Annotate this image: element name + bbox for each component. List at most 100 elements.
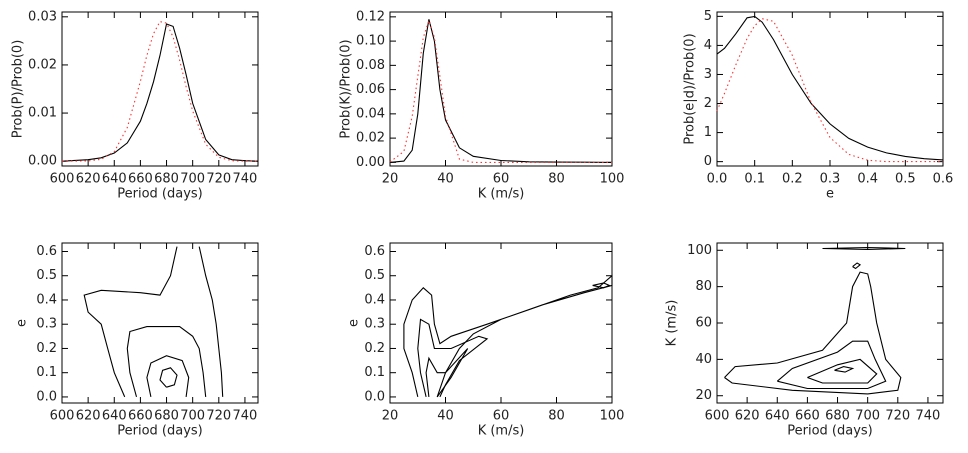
y-tick-label: 0.00	[28, 154, 57, 169]
x-tick-label: 0.2	[782, 172, 803, 187]
x-tick-label: 0.6	[933, 172, 954, 187]
y-tick-label: 5	[704, 9, 712, 24]
x-tick-label: 80	[548, 409, 565, 424]
x-tick-label: 80	[548, 172, 565, 187]
x-tick-label: 720	[885, 409, 910, 424]
x-tick-label: 640	[102, 172, 127, 187]
x-axis-label: Period (days)	[117, 187, 203, 202]
x-tick-label: 740	[916, 409, 941, 424]
curve	[389, 19, 613, 163]
x-tick-label: 720	[206, 409, 231, 424]
x-tick-label: 740	[233, 409, 258, 424]
y-tick-label: 0.12	[356, 9, 385, 24]
y-tick-label: 0.1	[36, 365, 57, 380]
x-tick-label: 0.3	[820, 172, 841, 187]
x-tick-label: 620	[735, 409, 760, 424]
x-tick-label: 40	[437, 409, 454, 424]
y-tick-label: 0.4	[36, 292, 57, 307]
plot-frame	[389, 242, 613, 404]
plot-frame	[716, 242, 944, 404]
y-tick-label: 0.02	[356, 131, 385, 146]
contour	[83, 246, 178, 398]
y-axis-label: e	[347, 319, 362, 327]
y-axis-label: Prob(K)/Prob(0)	[339, 39, 354, 138]
contour	[776, 340, 887, 390]
contour	[417, 318, 489, 398]
y-tick-label: 80	[695, 279, 712, 294]
y-tick-label: 0.02	[28, 57, 57, 72]
plot-frame	[389, 11, 613, 167]
y-tick-label: 0.0	[364, 389, 385, 404]
contour	[852, 262, 862, 270]
x-tick-label: 20	[382, 172, 399, 187]
contour	[159, 367, 178, 388]
contour	[126, 326, 207, 398]
x-axis-label: K (m/s)	[478, 424, 525, 439]
y-axis-label: Prob(P)/Prob(0)	[11, 40, 26, 139]
y-tick-label: 0.2	[364, 341, 385, 356]
x-tick-label: 20	[382, 409, 399, 424]
y-tick-label: 0.4	[364, 292, 385, 307]
x-tick-label: 660	[795, 409, 820, 424]
panel: 20 40 60 80 100 0.00 0.02 0.04 0.06 0.08 0.10 0.12 K…	[339, 9, 625, 201]
y-tick-label: 0.0	[36, 389, 57, 404]
contour	[822, 246, 906, 250]
contour	[198, 246, 224, 397]
panel: 0.0 0.1 0.2 0.3 0.4 0.5 0.6 0 1 2 3 4 5 e Prob(e|d)/Pr…	[683, 9, 954, 202]
curve	[61, 23, 259, 162]
y-tick-label: 0.3	[364, 317, 385, 332]
x-tick-label: 600	[50, 172, 75, 187]
x-tick-label: 680	[154, 409, 179, 424]
y-axis-label: e	[15, 319, 30, 327]
x-tick-label: 0.4	[857, 172, 878, 187]
x-tick-label: 60	[493, 172, 510, 187]
contour	[403, 274, 613, 398]
x-axis-label: e	[826, 187, 834, 202]
contour	[834, 366, 855, 373]
y-tick-label: 0.2	[36, 341, 57, 356]
y-tick-label: 2	[704, 96, 712, 111]
contour	[807, 358, 878, 384]
x-tick-label: 60	[493, 409, 510, 424]
x-tick-label: 700	[855, 409, 880, 424]
y-tick-label: 0.6	[36, 244, 57, 259]
x-tick-label: 640	[765, 409, 790, 424]
y-tick-label: 3	[704, 67, 712, 82]
curve	[61, 20, 258, 162]
x-tick-label: 680	[154, 172, 179, 187]
plot-frame	[61, 242, 259, 404]
x-tick-label: 680	[825, 409, 850, 424]
x-tick-label: 720	[206, 172, 231, 187]
curve	[716, 18, 943, 163]
x-tick-label: 0.0	[707, 172, 728, 187]
y-tick-label: 0.1	[364, 365, 385, 380]
x-tick-label: 740	[233, 172, 258, 187]
y-tick-label: 0.01	[28, 106, 57, 121]
y-tick-label: 0.06	[356, 82, 385, 97]
y-tick-label: 0.08	[356, 58, 385, 73]
contour	[425, 348, 469, 398]
x-tick-label: 700	[180, 409, 205, 424]
x-tick-label: 620	[76, 409, 101, 424]
x-tick-label: 40	[437, 172, 454, 187]
curve	[716, 15, 944, 161]
x-tick-label: 660	[128, 172, 153, 187]
y-tick-label: 0.00	[356, 155, 385, 170]
y-tick-label: 0.10	[356, 34, 385, 49]
y-tick-label: 40	[695, 352, 712, 367]
x-axis-label: Period (days)	[787, 424, 873, 439]
x-tick-label: 660	[128, 409, 153, 424]
x-axis-label: K (m/s)	[478, 187, 525, 202]
x-tick-label: 600	[50, 409, 75, 424]
x-axis-label: Period (days)	[117, 424, 203, 439]
y-tick-label: 1	[704, 125, 712, 140]
y-axis-label: Prob(e|d)/Prob(0)	[683, 33, 698, 144]
y-tick-label: 0.04	[356, 106, 385, 121]
contour	[592, 282, 611, 289]
x-tick-label: 100	[600, 172, 625, 187]
y-tick-label: 20	[695, 388, 712, 403]
x-tick-label: 700	[180, 172, 205, 187]
plot-frame	[716, 11, 944, 167]
x-tick-label: 620	[76, 172, 101, 187]
x-tick-label: 0.5	[895, 172, 916, 187]
